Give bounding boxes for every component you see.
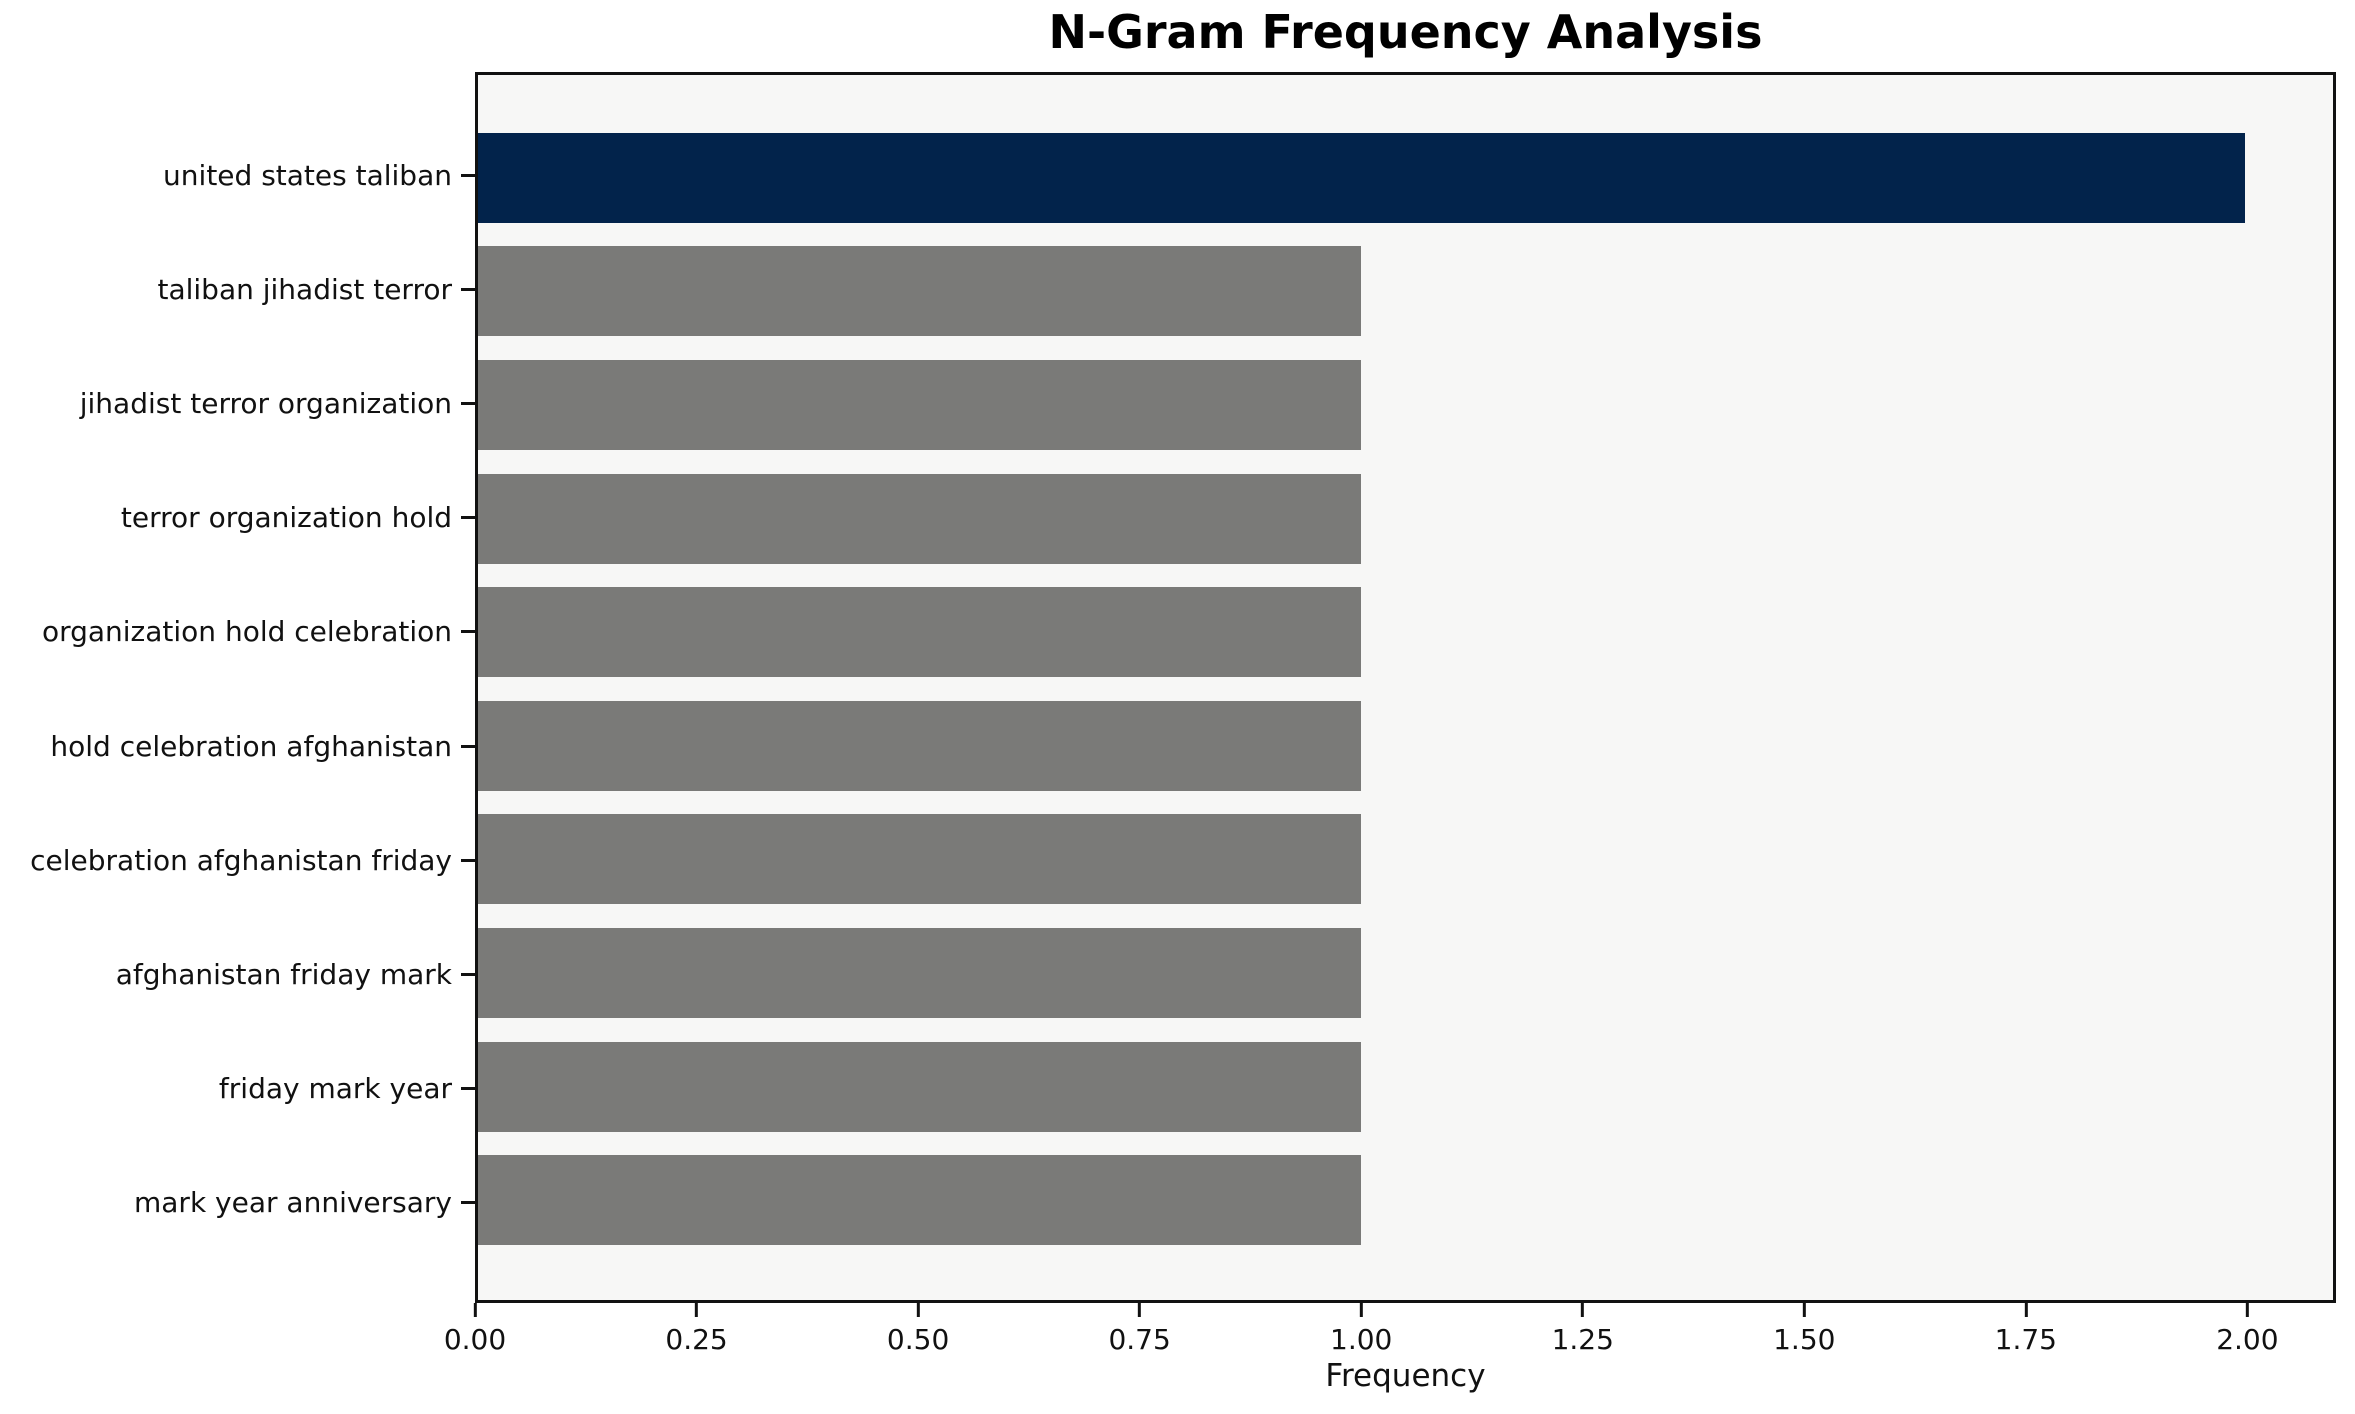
x-tick-label: 2.00 bbox=[2216, 1323, 2279, 1356]
x-tick-label: 1.75 bbox=[1994, 1323, 2057, 1356]
bar-row bbox=[478, 235, 2333, 349]
bar bbox=[478, 927, 1362, 1018]
bar-series bbox=[478, 75, 2333, 1300]
y-label-row: celebration afghanistan friday bbox=[0, 803, 475, 917]
x-tick-label: 0.50 bbox=[886, 1323, 950, 1356]
bar-row bbox=[478, 916, 2333, 1030]
bar-row bbox=[478, 348, 2333, 462]
y-tick-label: united states taliban bbox=[163, 158, 452, 192]
bar bbox=[478, 132, 2245, 223]
y-label-row: hold celebration afghanistan bbox=[0, 689, 475, 803]
y-tick-mark bbox=[461, 516, 475, 520]
bar bbox=[478, 814, 1362, 905]
x-tick-mark bbox=[916, 1303, 920, 1317]
y-tick-label: organization hold celebration bbox=[41, 615, 452, 649]
x-tick: 0.25 bbox=[665, 1303, 728, 1356]
x-tick-mark bbox=[1802, 1303, 1806, 1317]
bar bbox=[478, 1041, 1362, 1132]
y-tick-mark bbox=[461, 973, 475, 977]
bar bbox=[478, 587, 1362, 678]
x-tick: 1.50 bbox=[1773, 1303, 1835, 1356]
bar-row bbox=[478, 803, 2333, 917]
y-tick-label: friday mark year bbox=[218, 1072, 452, 1106]
bar bbox=[478, 1155, 1362, 1246]
bar-row bbox=[478, 462, 2333, 576]
chart-title: N-Gram Frequency Analysis bbox=[1048, 5, 1763, 59]
y-tick-label: afghanistan friday mark bbox=[115, 958, 452, 992]
x-tick-label: 0.25 bbox=[665, 1323, 728, 1356]
x-tick-mark bbox=[2024, 1303, 2028, 1317]
x-tick-mark bbox=[1581, 1303, 1585, 1317]
x-tick-label: 1.25 bbox=[1551, 1323, 1614, 1356]
y-tick-mark bbox=[461, 630, 475, 634]
bar bbox=[478, 246, 1362, 337]
x-tick-label: 1.50 bbox=[1773, 1323, 1836, 1356]
x-tick-mark bbox=[2245, 1303, 2249, 1317]
bar bbox=[478, 700, 1362, 791]
bar-row bbox=[478, 1143, 2333, 1257]
x-tick-mark bbox=[473, 1303, 477, 1317]
y-tick-label: hold celebration afghanistan bbox=[50, 729, 452, 763]
x-axis: 0.00 0.25 0.50 0.75 1.00 1.25 1.50 1.75 2.00 bbox=[444, 1303, 2336, 1373]
x-tick-mark bbox=[695, 1303, 699, 1317]
x-tick-label: 0.00 bbox=[443, 1323, 507, 1356]
x-tick: 0.00 bbox=[444, 1303, 506, 1356]
y-tick-mark bbox=[461, 402, 475, 405]
y-tick-mark bbox=[461, 173, 475, 177]
bar-row bbox=[478, 575, 2333, 689]
y-label-row: united states taliban bbox=[0, 118, 475, 232]
x-tick: 0.75 bbox=[1108, 1303, 1171, 1356]
x-tick: 1.75 bbox=[1995, 1303, 2057, 1356]
y-label-row: terror organization hold bbox=[0, 461, 475, 575]
y-tick-mark bbox=[461, 1087, 475, 1091]
y-tick-mark bbox=[461, 858, 475, 862]
y-tick-label: mark year anniversary bbox=[134, 1186, 452, 1220]
y-tick-label: celebration afghanistan friday bbox=[30, 843, 452, 877]
y-axis-labels: united states taliban taliban jihadist te… bbox=[0, 72, 475, 1303]
y-tick-mark bbox=[461, 744, 475, 748]
y-tick-label: terror organization hold bbox=[120, 501, 452, 535]
x-tick-mark bbox=[1138, 1303, 1142, 1317]
bar bbox=[478, 359, 1362, 450]
bar-row bbox=[478, 1030, 2333, 1144]
x-tick-label: 1.00 bbox=[1330, 1323, 1393, 1356]
y-label-row: jihadist terror organization bbox=[0, 346, 475, 460]
y-label-row: organization hold celebration bbox=[0, 575, 475, 689]
y-label-row: taliban jihadist terror bbox=[0, 232, 475, 346]
x-tick: 2.00 bbox=[2216, 1303, 2279, 1356]
x-tick-mark bbox=[1359, 1303, 1363, 1317]
plot-area bbox=[475, 72, 2336, 1303]
y-tick-mark bbox=[461, 287, 475, 291]
x-tick: 0.50 bbox=[887, 1303, 949, 1356]
y-label-row: mark year anniversary bbox=[0, 1146, 475, 1260]
y-tick-mark bbox=[461, 1201, 475, 1205]
y-tick-label: taliban jihadist terror bbox=[157, 272, 452, 306]
x-tick: 1.00 bbox=[1330, 1303, 1392, 1356]
y-label-row: afghanistan friday mark bbox=[0, 917, 475, 1031]
bar-row bbox=[478, 689, 2333, 803]
x-axis-title: Frequency bbox=[1325, 1358, 1486, 1394]
x-tick: 1.25 bbox=[1552, 1303, 1614, 1356]
y-tick-label: jihadist terror organization bbox=[79, 387, 452, 420]
bar-row bbox=[478, 121, 2333, 235]
y-label-row: friday mark year bbox=[0, 1032, 475, 1146]
x-tick-label: 0.75 bbox=[1108, 1323, 1171, 1356]
bar bbox=[478, 473, 1362, 564]
